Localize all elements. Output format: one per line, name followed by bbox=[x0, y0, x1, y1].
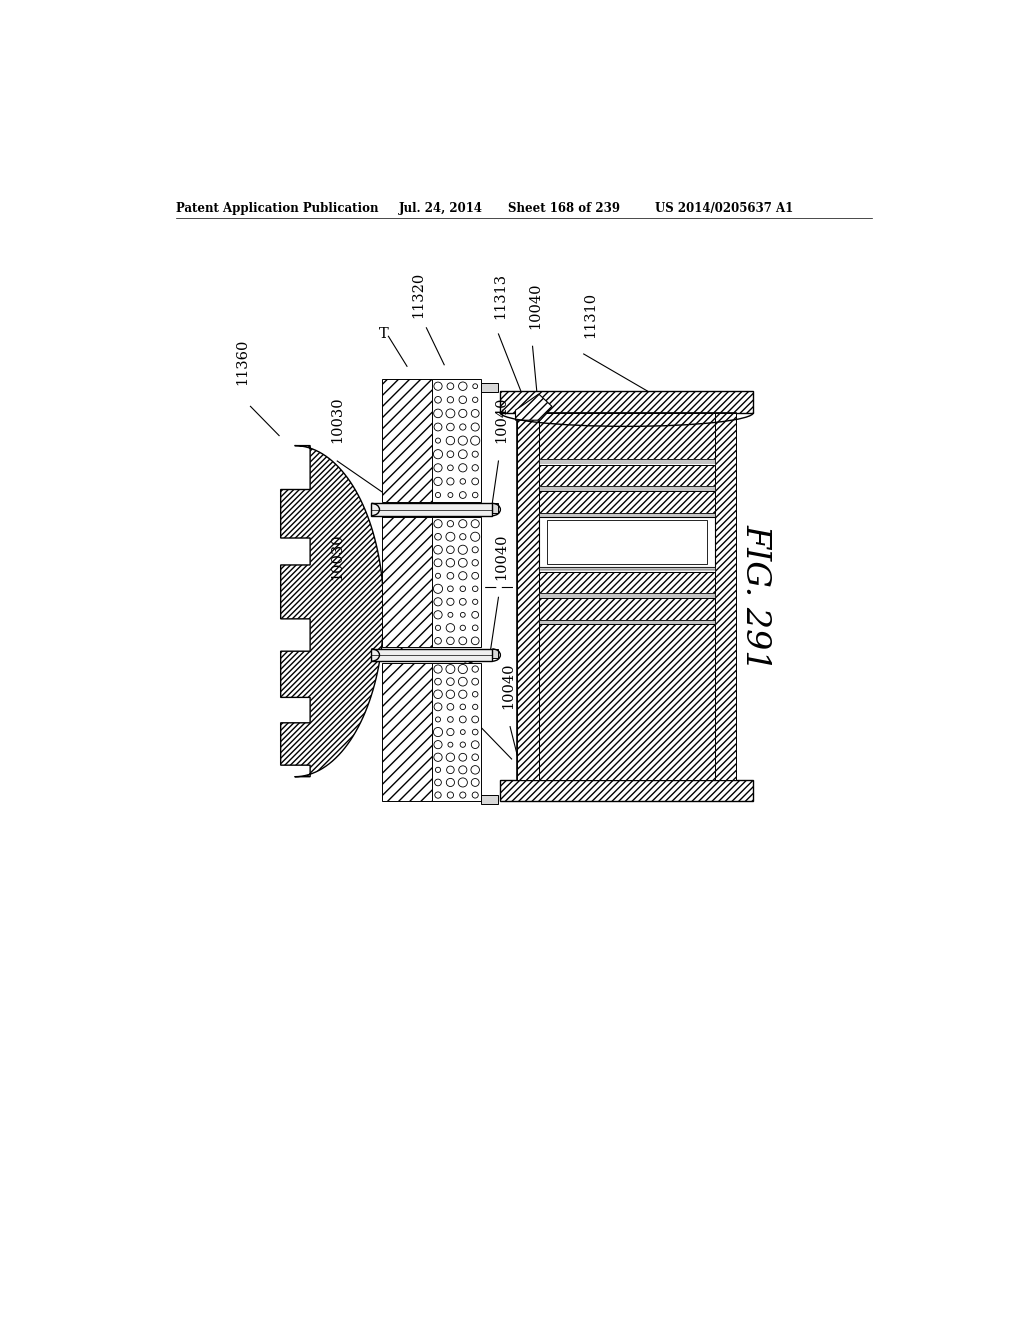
Bar bbox=[481, 383, 499, 392]
Text: 10040: 10040 bbox=[495, 397, 509, 444]
Text: US 2014/0205637 A1: US 2014/0205637 A1 bbox=[655, 202, 794, 215]
Bar bbox=[539, 459, 715, 465]
Bar bbox=[539, 487, 715, 491]
Text: 10030: 10030 bbox=[331, 533, 344, 581]
Bar bbox=[500, 391, 754, 412]
Bar bbox=[500, 391, 754, 412]
Bar bbox=[500, 780, 754, 801]
Bar bbox=[539, 412, 715, 459]
Bar bbox=[539, 465, 715, 487]
Bar bbox=[432, 663, 481, 801]
Bar bbox=[382, 379, 432, 502]
Bar bbox=[539, 598, 715, 619]
Bar bbox=[539, 491, 715, 512]
Text: Sheet 168 of 239: Sheet 168 of 239 bbox=[508, 202, 620, 215]
Bar bbox=[539, 598, 715, 619]
Bar bbox=[547, 520, 707, 564]
Text: 11313: 11313 bbox=[462, 657, 476, 704]
Bar bbox=[539, 412, 715, 459]
Bar bbox=[517, 412, 736, 780]
Bar bbox=[382, 663, 432, 801]
Bar bbox=[715, 412, 736, 780]
Text: 11313: 11313 bbox=[493, 272, 507, 318]
Text: Patent Application Publication: Patent Application Publication bbox=[176, 202, 379, 215]
Polygon shape bbox=[515, 395, 552, 420]
Bar bbox=[539, 517, 715, 568]
Bar bbox=[715, 412, 736, 780]
Text: 10030: 10030 bbox=[331, 397, 344, 444]
Text: FIG. 291: FIG. 291 bbox=[739, 524, 772, 671]
Bar bbox=[539, 594, 715, 598]
Bar bbox=[382, 517, 432, 647]
Bar bbox=[432, 379, 481, 502]
Bar bbox=[382, 517, 432, 647]
Bar bbox=[517, 412, 539, 780]
Text: 11310: 11310 bbox=[584, 292, 598, 338]
Bar bbox=[481, 795, 499, 804]
Bar bbox=[539, 624, 715, 780]
Bar bbox=[481, 503, 499, 512]
Bar bbox=[539, 512, 715, 517]
Bar bbox=[432, 517, 481, 647]
Bar bbox=[539, 465, 715, 487]
Bar bbox=[539, 624, 715, 780]
Text: 10040: 10040 bbox=[495, 533, 509, 581]
Bar bbox=[539, 568, 715, 572]
Bar bbox=[481, 649, 499, 659]
Bar bbox=[372, 503, 493, 516]
Bar bbox=[500, 780, 754, 801]
Bar bbox=[517, 412, 539, 780]
Text: 10040: 10040 bbox=[501, 663, 515, 709]
Text: T: T bbox=[379, 327, 389, 341]
Bar bbox=[539, 572, 715, 594]
Bar bbox=[539, 572, 715, 594]
Text: 10040: 10040 bbox=[528, 282, 542, 329]
Text: 11360: 11360 bbox=[236, 338, 250, 385]
Polygon shape bbox=[281, 446, 384, 776]
Text: Jul. 24, 2014: Jul. 24, 2014 bbox=[399, 202, 483, 215]
Bar bbox=[382, 663, 432, 801]
Bar bbox=[372, 649, 493, 661]
Bar bbox=[382, 379, 432, 502]
Text: 11320: 11320 bbox=[412, 272, 426, 318]
Bar bbox=[539, 619, 715, 624]
Bar bbox=[539, 491, 715, 512]
